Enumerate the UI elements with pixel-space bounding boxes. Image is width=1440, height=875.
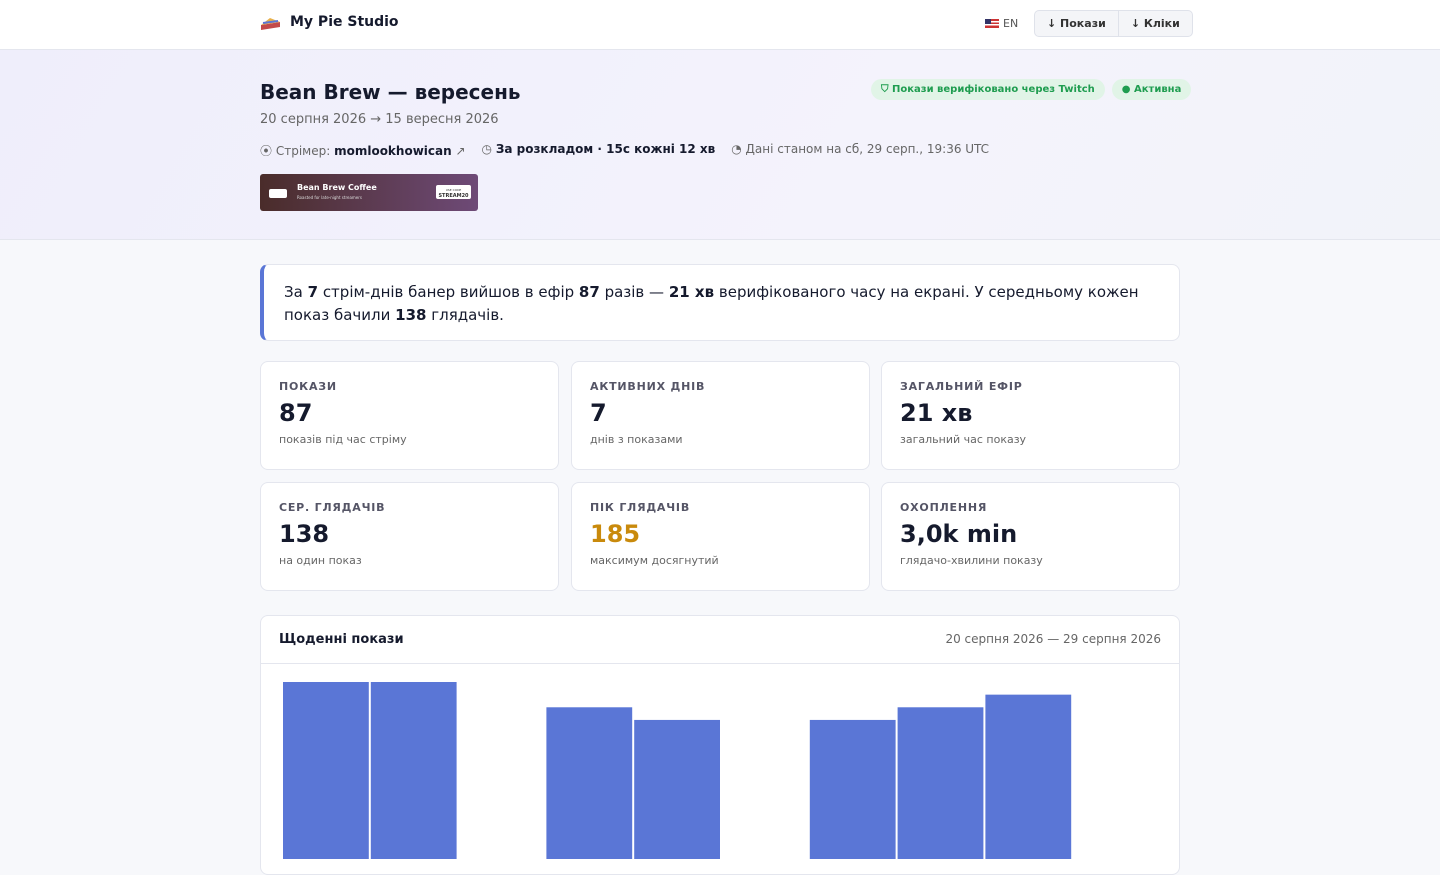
bar <box>546 707 633 859</box>
text: стрім-днів банер вийшов в ефір <box>322 283 575 301</box>
banner-art: Bean Brew Coffee Roasted for late-night … <box>269 183 471 200</box>
meta: ⦿ Стрімер: momlookhowican ↗ ◷ За розклад… <box>260 142 989 159</box>
stat-value: 185 <box>590 520 641 548</box>
stat-card: ПІК ГЛЯДАЧІВ 185 максимум досягнутий <box>571 482 870 591</box>
stat-value: 7 <box>590 399 607 427</box>
stat-label: ПОКАЗИ <box>279 380 337 393</box>
stat-card: ПОКАЗИ 87 показів під час стріму <box>260 361 559 470</box>
schedule: ◷ За розкладом · 15с кожні 12 хв <box>481 142 716 156</box>
chart-card: Щоденні покази 20 серпня 2026 — 29 серпн… <box>260 615 1180 875</box>
export-button[interactable]: ↓ Кліки <box>1117 11 1192 36</box>
stat-sub: показів під час стріму <box>279 433 407 446</box>
bar <box>634 719 720 859</box>
campaign-dates: 20 серпня 2026 → 15 вересня 2026 <box>260 112 499 127</box>
verified-badge: ⛉ Покази верифіковано через Twitch <box>871 79 1105 100</box>
banner-preview: Bean Brew Coffee Roasted for late-night … <box>260 174 478 211</box>
stat-label: ПІК ГЛЯДАЧІВ <box>590 501 691 514</box>
banner-subtitle: Roasted for late-night streamers <box>297 195 362 200</box>
stat-value: 3,0k min <box>900 520 1018 548</box>
text: верифікованого часу на екрані. У середнь… <box>284 283 1139 324</box>
chart-range: 20 серпня 2026 — 29 серпня 2026 <box>945 632 1161 646</box>
stat-card: АКТИВНИХ ДНІВ 7 днів з показами <box>571 361 870 470</box>
flag <box>985 19 999 28</box>
badges: ⛉ Покази верифіковано через Twitch ● Акт… <box>871 79 1192 100</box>
stat-value: 21 хв <box>900 399 973 427</box>
language[interactable]: EN <box>985 17 1018 30</box>
badge-text: Активна <box>1134 84 1182 95</box>
stat-value: 87 <box>279 399 313 427</box>
stat-label: СЕР. ГЛЯДАЧІВ <box>279 501 386 514</box>
button-label: Кліки <box>1143 17 1180 30</box>
bar <box>370 682 457 859</box>
number: 7 <box>307 283 319 301</box>
chart-title: Щоденні покази <box>279 632 404 647</box>
button-label: Покази <box>1060 17 1106 30</box>
updated: ◔ Дані станом на сб, 29 серп., 19:36 UTC <box>731 142 990 156</box>
badge-text: Покази верифіковано через Twitch <box>891 84 1095 95</box>
stat-card: СЕР. ГЛЯДАЧІВ 138 на один показ <box>260 482 559 591</box>
bar <box>809 719 896 859</box>
text: глядачів. <box>431 306 504 324</box>
stat-sub: загальний час показу <box>900 433 1027 446</box>
number: 138 <box>395 306 427 324</box>
campaign-title: Bean Brew — вересень <box>260 80 521 104</box>
stat-label: АКТИВНИХ ДНІВ <box>590 380 706 393</box>
stat-label: ЗАГАЛЬНИЙ ЕФІР <box>900 380 1023 393</box>
stat-card: ЗАГАЛЬНИЙ ЕФІР 21 хв загальний час показу <box>881 361 1180 470</box>
bar <box>897 707 984 859</box>
stat-label: ОХОПЛЕННЯ <box>900 501 988 514</box>
hero: Bean Brew — вересень 20 серпня 2026 → 15… <box>0 50 1440 240</box>
export-buttons: ↓ Покази ↓ Кліки <box>1034 10 1193 37</box>
stat-value: 138 <box>279 520 330 548</box>
banner-title: Bean Brew Coffee <box>297 183 377 192</box>
stat-sub: на один показ <box>279 554 362 567</box>
number: 87 <box>578 283 600 301</box>
stat-sub: максимум досягнутий <box>590 554 719 567</box>
brand[interactable]: My Pie Studio <box>260 13 399 31</box>
text: За <box>284 283 303 301</box>
streamer-label: Стрімер: <box>275 144 331 158</box>
number: 21 хв <box>668 283 715 301</box>
lang-code: EN <box>1003 17 1019 30</box>
status-badge: ● Активна <box>1111 79 1192 100</box>
streamer: ⦿ Стрімер: momlookhowican ↗ <box>260 144 466 158</box>
banner-code-label: USE CODE <box>446 188 462 192</box>
stat-sub: днів з показами <box>590 433 683 446</box>
schedule-text: За розкладом · 15с кожні 12 хв <box>495 142 716 156</box>
export-button[interactable]: ↓ Покази <box>1047 17 1106 30</box>
summary: За 7 стрім-днів банер вийшов в ефір 87 р… <box>260 264 1180 341</box>
chart-header: Щоденні покази 20 серпня 2026 — 29 серпн… <box>261 616 1179 664</box>
stat-card: ОХОПЛЕННЯ 3,0k min глядачо-хвилини показу <box>881 482 1180 591</box>
streamer-name[interactable]: momlookhowican <box>334 144 452 158</box>
stat-sub: глядачо-хвилини показу <box>900 554 1043 567</box>
updated-text: Дані станом на сб, 29 серп., 19:36 UTC <box>745 142 990 156</box>
chart <box>283 682 1072 859</box>
bar <box>985 694 1072 859</box>
banner-code: STREAM20 <box>438 193 469 199</box>
bar <box>283 682 369 859</box>
top-nav: My Pie Studio EN ↓ Покази ↓ Кліки <box>0 0 1440 50</box>
logo <box>261 18 280 30</box>
brand-name: My Pie Studio <box>290 14 399 30</box>
text: разів — <box>604 283 665 301</box>
